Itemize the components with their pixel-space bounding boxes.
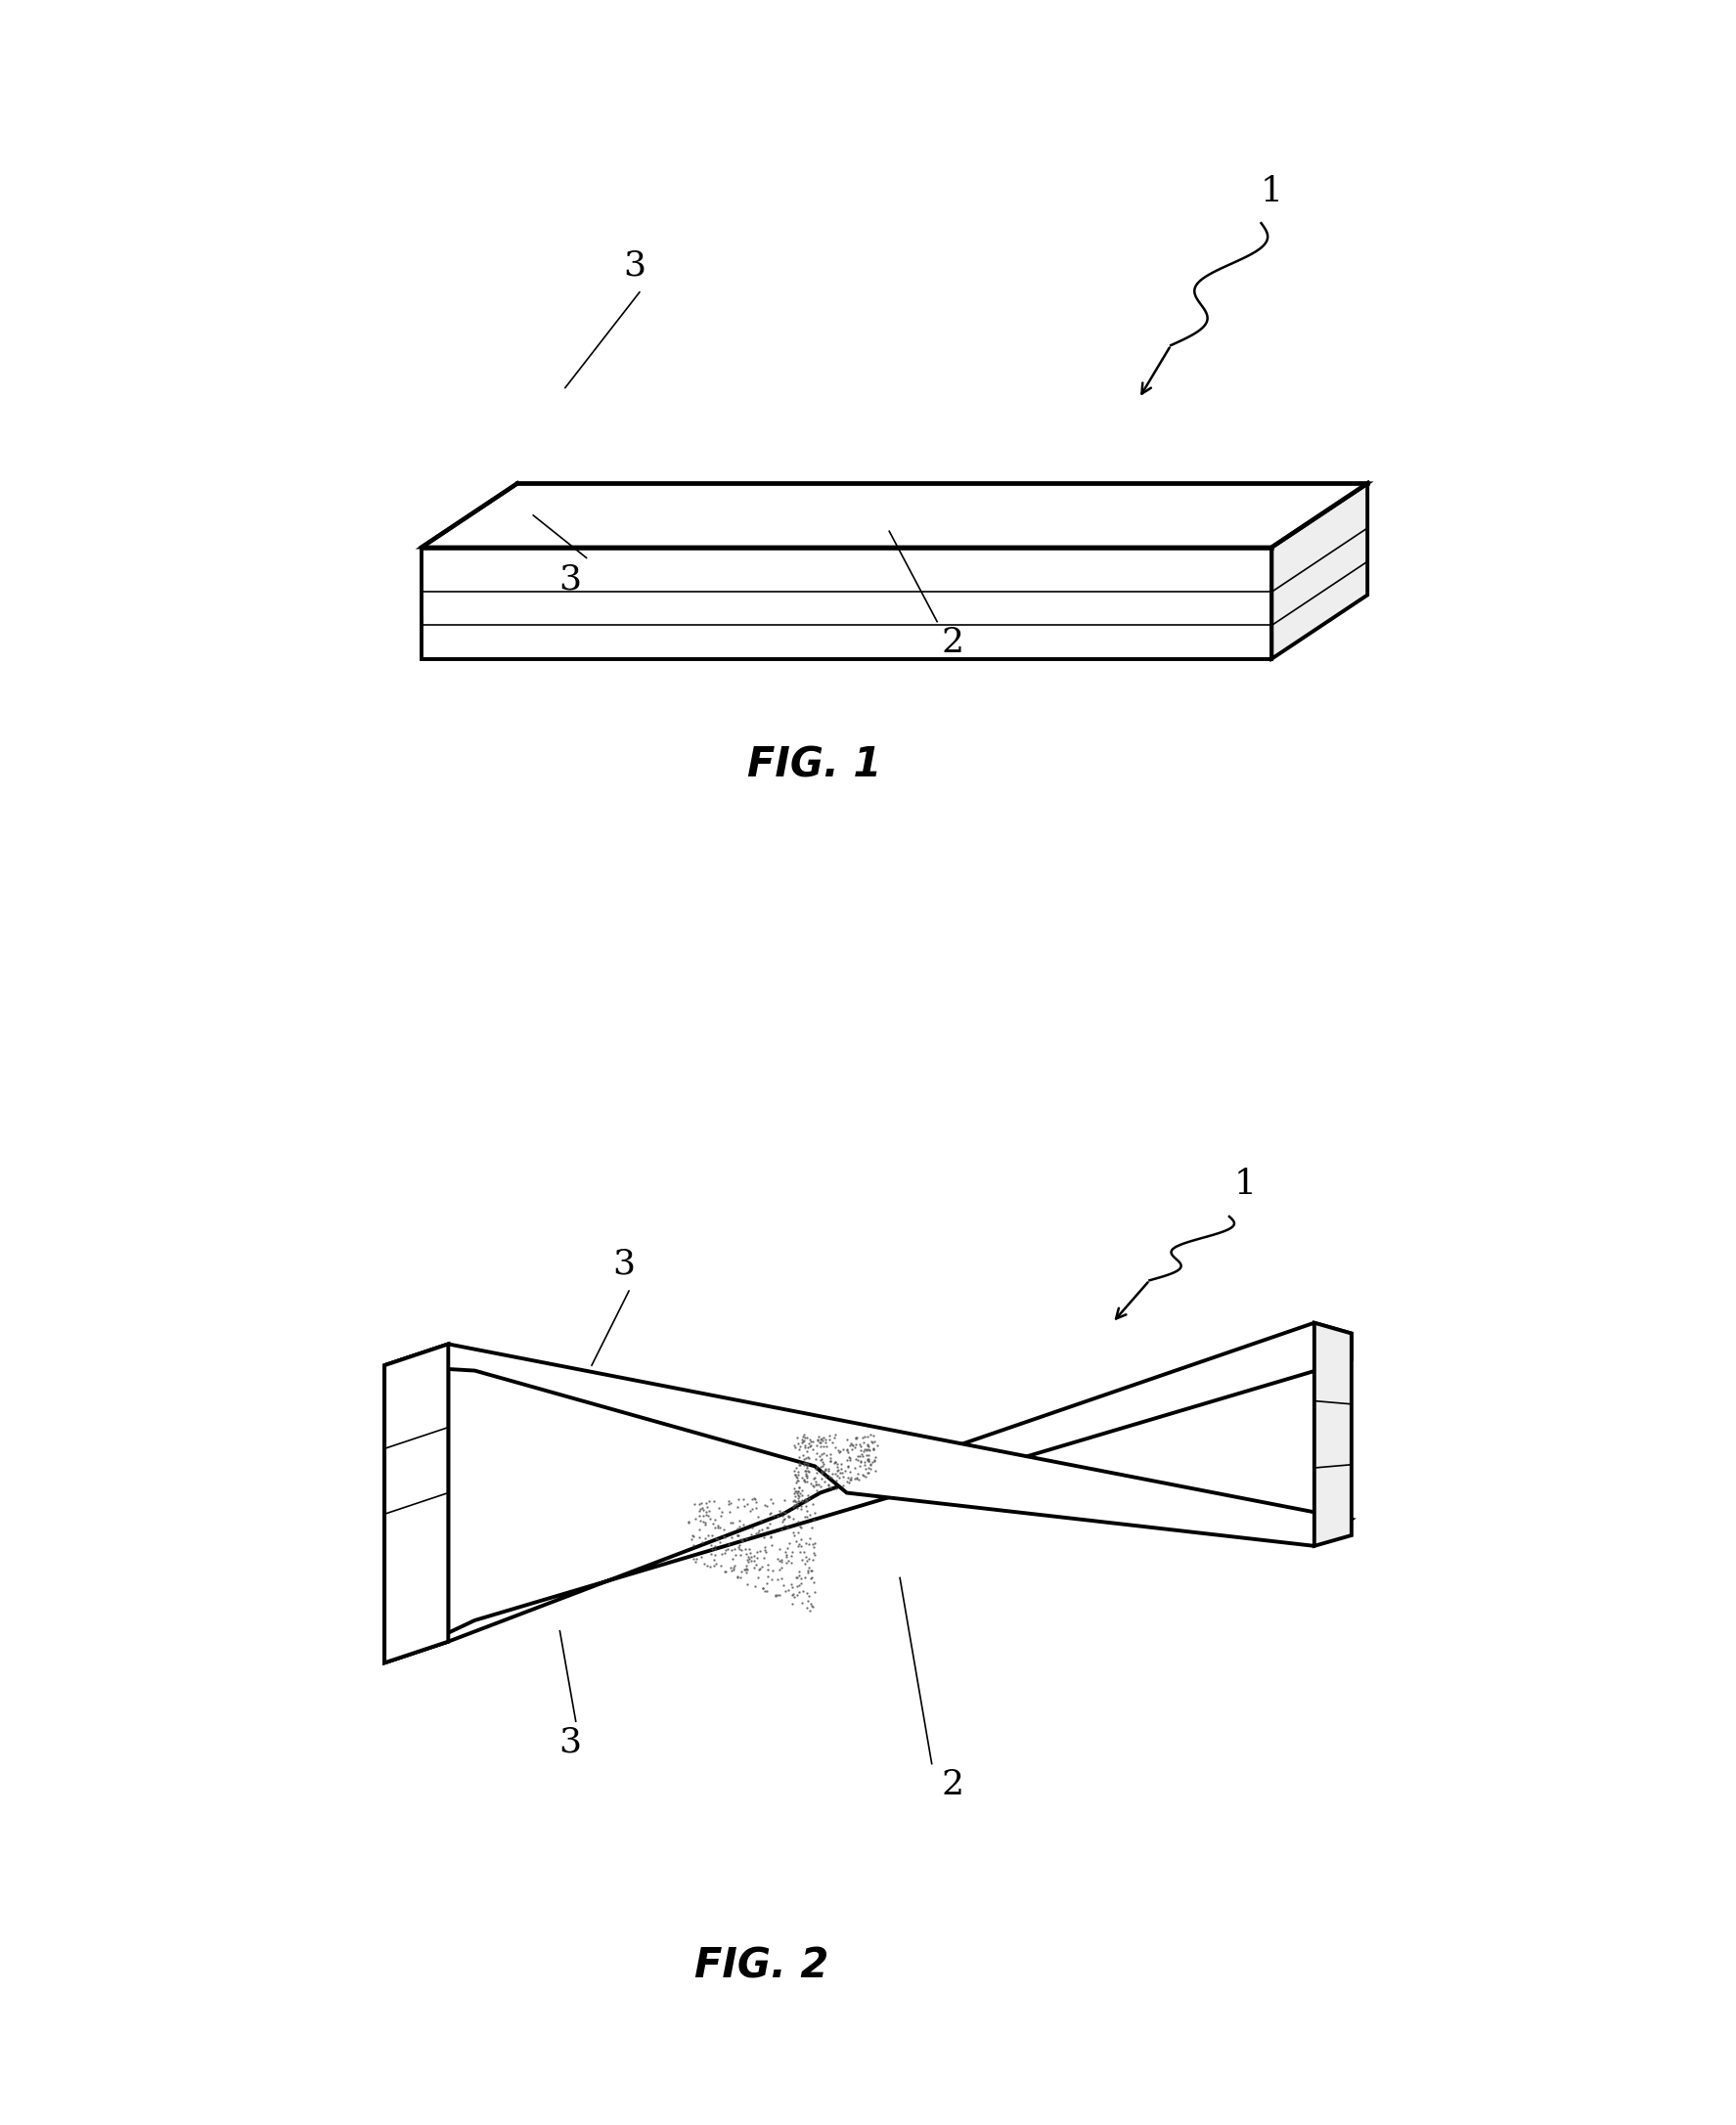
Polygon shape bbox=[384, 1322, 1352, 1662]
Text: FIG. 1: FIG. 1 bbox=[748, 744, 882, 786]
Text: 3: 3 bbox=[623, 249, 646, 283]
Polygon shape bbox=[1272, 484, 1368, 659]
Polygon shape bbox=[1314, 1322, 1352, 1547]
Polygon shape bbox=[384, 1345, 448, 1662]
Polygon shape bbox=[422, 484, 1368, 548]
Text: 1: 1 bbox=[1234, 1169, 1257, 1201]
Text: 3: 3 bbox=[559, 563, 582, 595]
Text: 2: 2 bbox=[941, 627, 963, 659]
Polygon shape bbox=[384, 1345, 1352, 1547]
Text: 3: 3 bbox=[613, 1247, 635, 1281]
Polygon shape bbox=[384, 1345, 448, 1662]
Text: 1: 1 bbox=[1260, 174, 1283, 208]
Text: 2: 2 bbox=[941, 1768, 963, 1802]
Text: FIG. 2: FIG. 2 bbox=[694, 1944, 828, 1987]
Text: 3: 3 bbox=[559, 1726, 582, 1760]
Polygon shape bbox=[422, 548, 1272, 659]
